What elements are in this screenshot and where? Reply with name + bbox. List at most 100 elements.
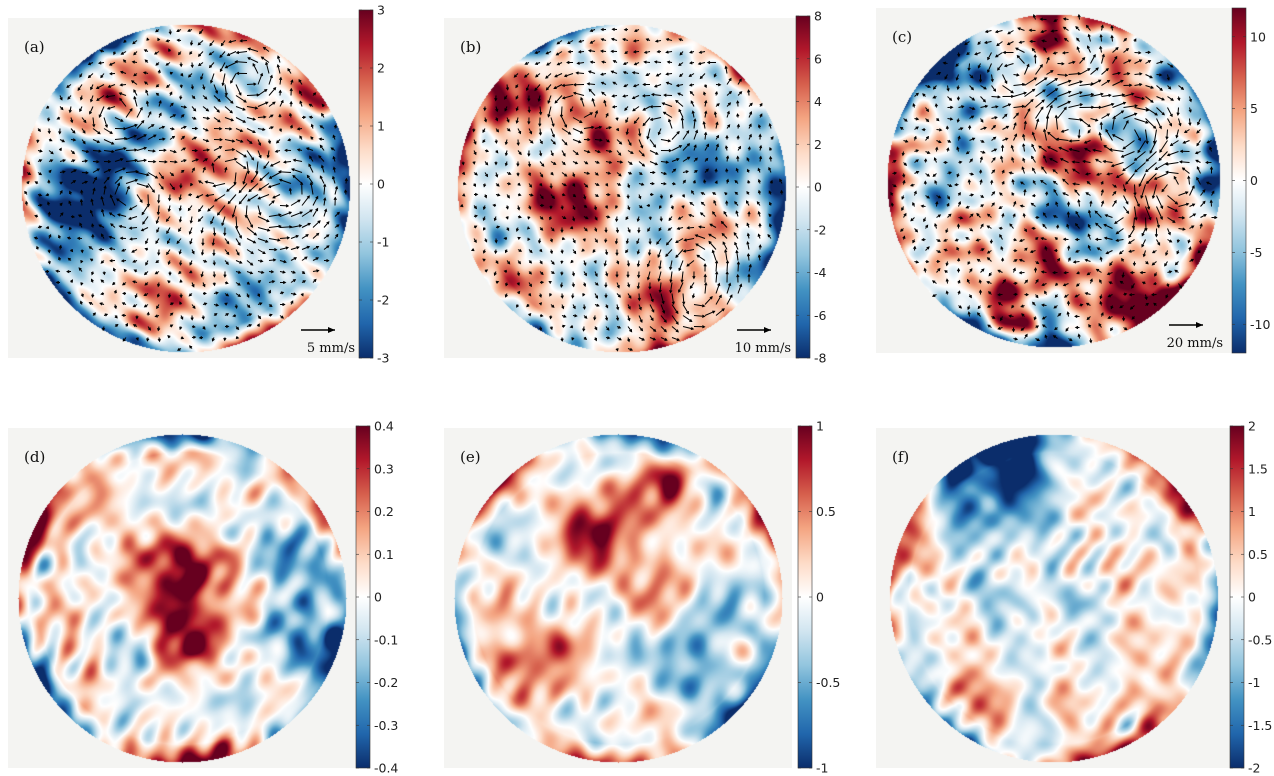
velocity-arrow xyxy=(546,84,552,91)
velocity-arrowhead xyxy=(309,181,313,186)
velocity-arrowhead xyxy=(58,234,62,239)
velocity-arrowhead xyxy=(334,185,339,190)
velocity-arrowhead xyxy=(225,293,230,297)
velocity-arrowhead xyxy=(128,226,133,230)
velocity-arrow xyxy=(147,172,158,179)
colorbar-tick-label: 2 xyxy=(377,61,385,76)
velocity-arrowhead xyxy=(572,218,576,222)
velocity-arrowhead xyxy=(225,281,229,285)
velocity-arrowhead xyxy=(218,146,223,150)
velocity-arrowhead xyxy=(217,119,221,123)
velocity-arrowhead xyxy=(537,98,541,103)
velocity-arrowhead xyxy=(527,163,532,168)
velocity-arrow xyxy=(268,183,281,188)
velocity-arrowhead xyxy=(561,83,566,88)
velocity-arrow xyxy=(632,106,640,112)
velocity-arrowhead xyxy=(189,51,193,55)
velocity-arrowhead xyxy=(250,179,254,184)
velocity-arrowhead xyxy=(723,210,727,215)
velocity-arrowhead xyxy=(527,237,531,242)
velocity-arrowhead xyxy=(604,251,609,256)
velocity-arrowhead xyxy=(615,229,620,234)
velocity-arrow xyxy=(594,139,602,141)
velocity-arrowhead xyxy=(319,125,323,129)
velocity-arrowhead xyxy=(237,282,241,286)
velocity-arrowhead xyxy=(611,27,615,32)
velocity-arrowhead xyxy=(579,120,583,123)
velocity-arrowhead xyxy=(506,227,510,232)
velocity-arrowhead xyxy=(235,336,240,340)
velocity-arrowhead xyxy=(176,240,180,245)
velocity-arrowhead xyxy=(278,128,282,133)
velocity-arrow xyxy=(158,172,164,179)
velocity-arrowhead xyxy=(593,206,598,211)
velocity-arrowhead xyxy=(461,162,465,166)
velocity-arrowhead xyxy=(121,302,126,306)
velocity-arrow xyxy=(169,161,177,163)
velocity-arrow xyxy=(210,73,215,83)
velocity-arrowhead xyxy=(605,183,609,187)
velocity-arrowhead xyxy=(100,260,104,264)
velocity-arrowhead xyxy=(318,137,322,141)
velocity-arrowhead xyxy=(106,106,111,110)
velocity-arrowhead xyxy=(677,216,682,220)
velocity-arrowhead xyxy=(641,94,646,98)
velocity-arrow xyxy=(268,75,273,85)
velocity-arrowhead xyxy=(132,259,136,263)
velocity-arrowhead xyxy=(214,313,218,317)
velocity-arrowhead xyxy=(734,241,738,246)
velocity-arrowhead xyxy=(71,215,76,219)
velocity-arrowhead xyxy=(252,240,257,244)
velocity-arrowhead xyxy=(285,246,289,250)
velocity-arrowhead xyxy=(82,141,86,145)
velocity-arrow xyxy=(632,71,640,74)
velocity-arrowhead xyxy=(299,135,303,139)
velocity-arrowhead xyxy=(564,173,568,177)
velocity-arrowhead xyxy=(529,249,533,254)
velocity-arrowhead xyxy=(100,279,104,283)
velocity-arrow xyxy=(213,106,220,113)
velocity-arrowhead xyxy=(224,92,228,97)
velocity-arrowhead xyxy=(38,225,43,229)
velocity-arrowhead xyxy=(608,126,613,130)
velocity-arrow xyxy=(534,84,541,91)
velocity-arrow xyxy=(257,205,261,215)
velocity-arrowhead xyxy=(738,78,742,82)
velocity-arrow xyxy=(257,227,270,232)
velocity-arrow xyxy=(125,108,133,118)
velocity-arrowhead xyxy=(494,250,498,255)
velocity-arrowhead xyxy=(80,189,84,193)
velocity-arrowhead xyxy=(134,148,138,152)
velocity-arrow xyxy=(301,246,310,250)
velocity-arrowhead xyxy=(267,184,272,189)
velocity-arrowhead xyxy=(747,146,751,150)
velocity-arrowhead xyxy=(527,153,531,157)
velocity-arrowhead xyxy=(474,225,478,229)
velocity-arrowhead xyxy=(191,167,195,171)
velocity-arrowhead xyxy=(155,240,159,245)
velocity-arrowhead xyxy=(60,106,64,111)
velocity-arrowhead xyxy=(715,121,719,125)
velocity-arrowhead xyxy=(572,206,576,211)
velocity-arrowhead xyxy=(298,78,302,83)
velocity-arrowhead xyxy=(59,97,63,101)
velocity-arrowhead xyxy=(189,220,193,224)
velocity-arrowhead xyxy=(518,193,522,197)
velocity-arrowhead xyxy=(67,96,71,100)
velocity-arrow xyxy=(310,182,314,195)
velocity-arrowhead xyxy=(179,262,183,266)
velocity-arrowhead xyxy=(143,293,147,296)
velocity-arrow xyxy=(539,128,542,135)
velocity-arrowhead xyxy=(703,179,707,183)
velocity-arrowhead xyxy=(317,220,321,224)
velocity-arrow xyxy=(227,51,237,56)
velocity-arrowhead xyxy=(171,186,175,191)
velocity-arrow xyxy=(246,83,256,85)
velocity-arrowhead xyxy=(270,126,274,130)
velocity-arrowhead xyxy=(265,101,269,105)
velocity-arrowhead xyxy=(642,82,646,87)
velocity-arrow xyxy=(96,95,105,101)
velocity-arrowhead xyxy=(117,182,121,186)
velocity-arrow xyxy=(734,242,739,250)
velocity-arrowhead xyxy=(167,261,171,265)
